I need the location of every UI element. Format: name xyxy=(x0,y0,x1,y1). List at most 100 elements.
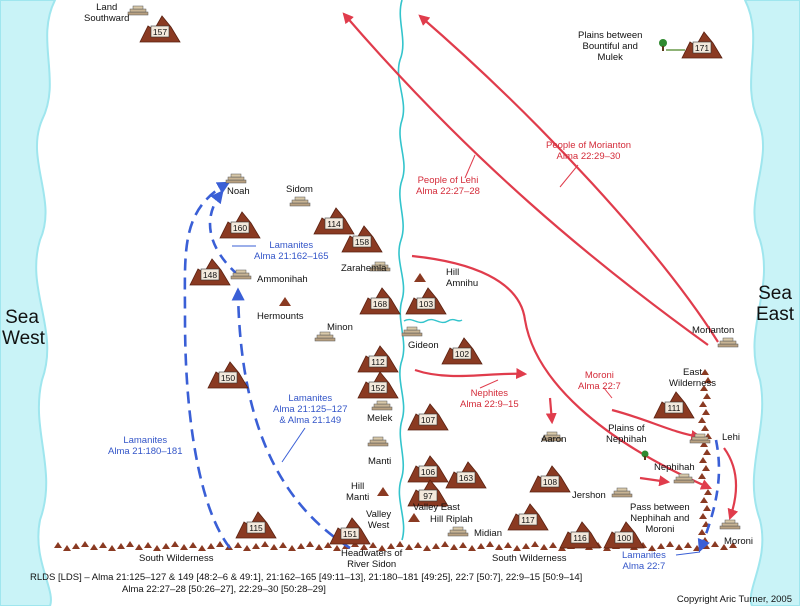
label-south-wilderness-right: South Wilderness xyxy=(492,553,567,564)
label-hill-amnihu: Hill Amnihu xyxy=(446,267,479,289)
ridge-peak xyxy=(702,465,710,471)
label-minon: Minon xyxy=(327,322,353,333)
ridge-peak xyxy=(387,543,395,549)
peak-hill-riplah xyxy=(408,513,420,522)
label-manti: Manti xyxy=(368,456,392,467)
ridge-peak xyxy=(720,544,728,550)
ridge-peak xyxy=(432,543,440,549)
ridge-peak xyxy=(108,545,116,551)
city-sidom xyxy=(289,196,311,207)
hill-152-number: 152 xyxy=(371,383,385,393)
ridge-peak xyxy=(126,541,134,547)
ridge-peak xyxy=(468,545,476,551)
callout-lamanites-125 xyxy=(281,427,306,463)
hill-171-number: 171 xyxy=(695,43,709,53)
blue-routes xyxy=(183,181,721,556)
ridge-peak xyxy=(369,542,377,548)
ridge-peak xyxy=(81,541,89,547)
city-nephihah xyxy=(673,473,695,484)
label-lamanites-180: Lamanites Alma 21:180–181 xyxy=(108,435,183,457)
hill-168-number: 168 xyxy=(373,299,387,309)
label-midian: Midian xyxy=(474,528,502,539)
tree-icon-nephihah xyxy=(641,450,649,460)
ridge-peak xyxy=(684,542,692,548)
hill-168: 168 xyxy=(359,287,401,315)
hill-148-number: 148 xyxy=(203,270,217,280)
label-zarahemla: Zarahemla xyxy=(341,263,387,274)
label-plains-nephihah: Plains of Nephihah xyxy=(606,423,647,445)
hill-158: 158 xyxy=(341,225,383,253)
hill-108-number: 108 xyxy=(543,477,557,487)
hill-111-number: 111 xyxy=(668,403,681,413)
ridge-peak xyxy=(315,544,323,550)
ridge-peak xyxy=(261,541,269,547)
city-minon xyxy=(314,331,336,342)
label-valley-east: Valley East xyxy=(413,502,460,513)
city-land-southward xyxy=(127,5,149,16)
ridge-peak xyxy=(549,542,557,548)
label-people-of-lehi: People of Lehi Alma 22:27–28 xyxy=(416,175,480,197)
hill-148: 148 xyxy=(189,258,231,286)
ridge-peak xyxy=(450,544,458,550)
hill-160-number: 160 xyxy=(233,223,247,233)
footer-references-line1: RLDS [LDS] – Alma 21:125–127 & 149 [48:2… xyxy=(30,572,583,583)
label-lamanites-162: Lamanites Alma 21:162–165 xyxy=(254,240,329,262)
route-moroni-nephihah xyxy=(639,475,671,487)
ridge-peak xyxy=(171,541,179,547)
hill-115: 115 xyxy=(235,511,277,539)
route-people-of-morianton xyxy=(418,14,719,343)
hill-108: 108 xyxy=(529,465,571,493)
label-lamanites-125: Lamanites Alma 21:125–127 & Alma 21:149 xyxy=(273,393,348,426)
label-hill-manti: Hill Manti xyxy=(346,481,370,503)
hill-163-number: 163 xyxy=(459,473,473,483)
route-lamanites-125 xyxy=(231,287,351,550)
city-gideon xyxy=(401,326,423,337)
label-lehi: Lehi xyxy=(722,432,740,443)
ridge-peak xyxy=(153,545,161,551)
ridge-peak xyxy=(180,544,188,550)
city-morianton xyxy=(717,337,739,348)
route-lehi-moroni xyxy=(723,447,739,521)
hill-102: 102 xyxy=(441,337,483,365)
ridge-peak xyxy=(698,473,706,479)
ridge-peak xyxy=(324,542,332,548)
ridge-peak xyxy=(703,505,711,511)
label-hermounts: Hermounts xyxy=(257,311,304,322)
city-noah xyxy=(225,173,247,184)
sea-east xyxy=(743,0,800,606)
label-east-wilderness: East Wilderness xyxy=(669,367,716,389)
ridge-peak xyxy=(701,425,709,431)
ridge-peak xyxy=(704,489,712,495)
ridge-peak xyxy=(396,541,404,547)
ridge-peak xyxy=(700,441,708,447)
ridge-peak xyxy=(522,543,530,549)
label-gideon: Gideon xyxy=(408,340,439,351)
ridge-peak xyxy=(666,541,674,547)
callout-nephites xyxy=(479,379,499,389)
ridge-peak xyxy=(297,543,305,549)
hill-151: 151 xyxy=(329,517,371,545)
hill-160: 160 xyxy=(219,211,261,239)
city-melek xyxy=(371,400,393,411)
route-nephites-aaron xyxy=(545,397,557,425)
peak-hill-amnihu xyxy=(414,273,426,282)
ridge-peak xyxy=(54,542,62,548)
callout-lehi xyxy=(464,154,476,179)
hill-107: 107 xyxy=(407,403,449,431)
ridge-peak xyxy=(704,377,712,383)
ridge-peak xyxy=(703,449,711,455)
ridge-peak xyxy=(699,457,707,463)
hill-112: 112 xyxy=(357,345,399,373)
hill-116-number: 116 xyxy=(573,533,587,543)
ridge-peak xyxy=(234,542,242,548)
label-moroni-route: Moroni Alma 22:7 xyxy=(578,370,621,392)
hill-100: 100 xyxy=(603,521,645,549)
route-nephites-main xyxy=(411,254,713,490)
label-headwaters: Headwaters of River Sidon xyxy=(341,548,403,570)
ridge-peak xyxy=(252,543,260,549)
ridge-peak xyxy=(702,409,710,415)
label-aaron: Aaron xyxy=(541,434,567,445)
route-lamanites-227 xyxy=(697,439,721,553)
ridge-peak xyxy=(729,542,737,548)
